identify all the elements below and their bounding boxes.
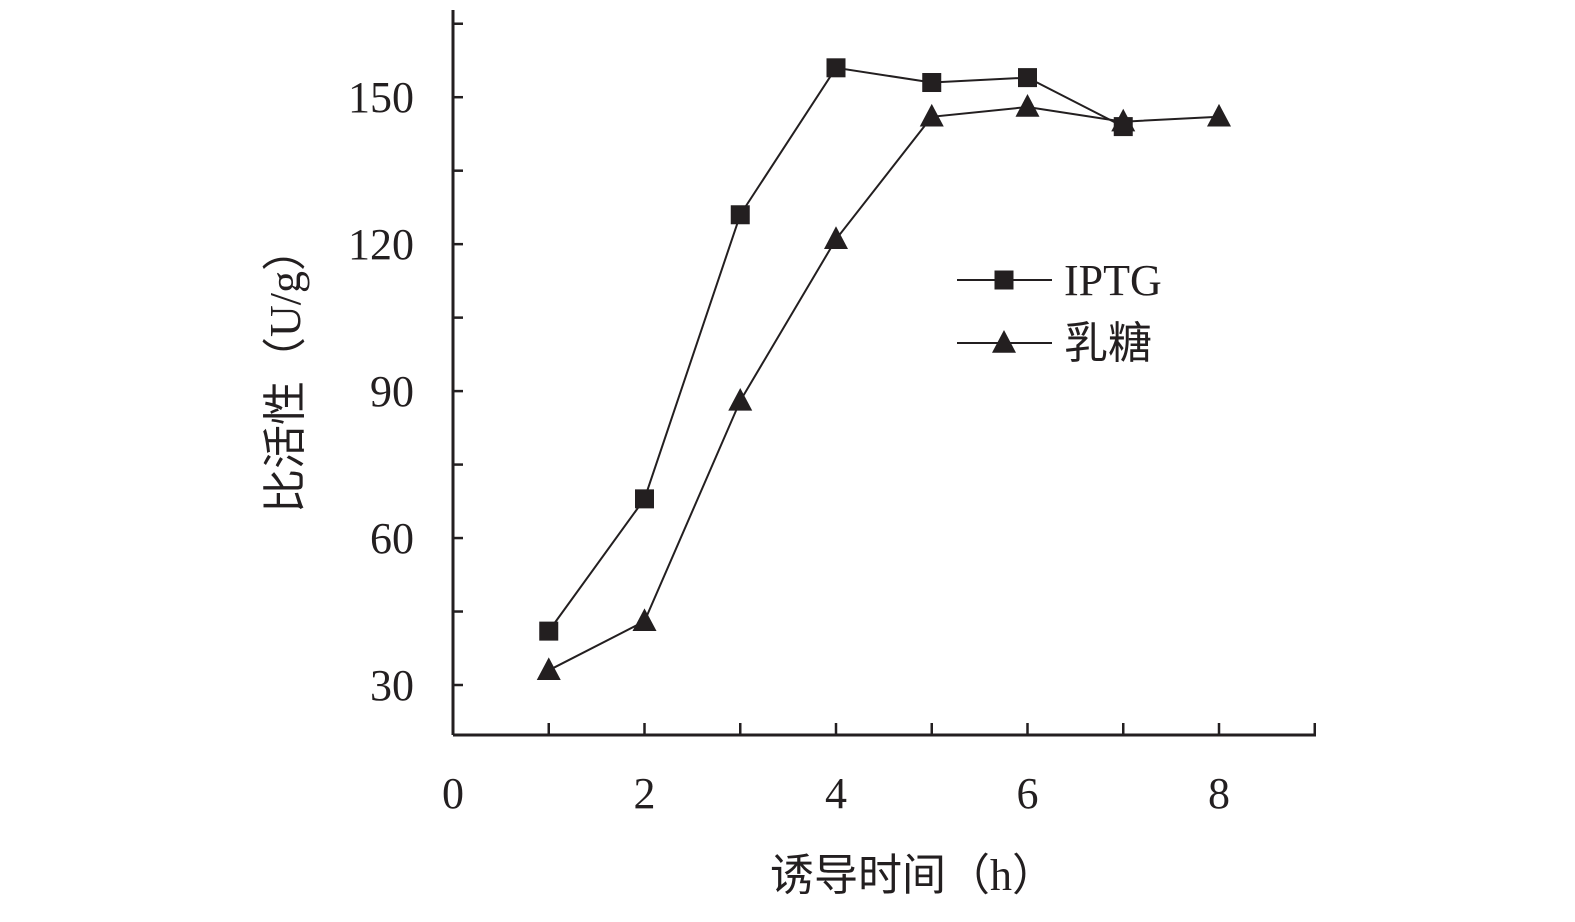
series-layer [536, 58, 1231, 681]
y-tick-label: 150 [348, 73, 414, 122]
data-point-square [1018, 68, 1037, 88]
x-tick-label: 2 [634, 769, 656, 818]
data-point-triangle [919, 103, 944, 127]
ticks: 30 60 90 120 150 0 2 4 6 8 [348, 22, 1316, 818]
x-tick-label: 8 [1208, 769, 1230, 818]
data-point-triangle [824, 226, 848, 249]
data-point-triangle [1015, 94, 1040, 117]
data-point-triangle [728, 387, 753, 411]
legend-marker-square [994, 270, 1014, 290]
data-point-square [539, 621, 559, 641]
data-point-square [826, 58, 846, 78]
y-tick-label: 120 [348, 220, 414, 269]
data-point-square [730, 205, 750, 225]
x-tick-label: 6 [1017, 769, 1039, 818]
series-line [548, 105, 1220, 672]
series-line [547, 66, 1124, 632]
y-tick-label: 30 [370, 661, 414, 710]
data-point-square [635, 489, 654, 509]
legend-item: 乳糖 [957, 319, 1152, 368]
x-axis-title: 诱导时间（h） [770, 851, 1056, 900]
data-point-triangle [1207, 103, 1231, 127]
legend-label: IPTG [1064, 256, 1162, 305]
legend-label: 乳糖 [1064, 319, 1152, 368]
data-point-triangle [536, 657, 561, 681]
x-tick-label: 4 [825, 769, 847, 818]
y-tick-label: 90 [370, 367, 414, 416]
x-tick-label: 0 [442, 769, 464, 818]
legend: IPTG 乳糖 [957, 256, 1162, 368]
legend-item: IPTG [957, 256, 1162, 305]
data-point-triangle [632, 608, 657, 632]
legend-marker-triangle [992, 330, 1016, 353]
data-point-square [922, 73, 942, 93]
data-point-triangle [1111, 108, 1136, 132]
y-tick-label: 60 [370, 514, 414, 563]
series-lactose [536, 94, 1231, 681]
axes [451, 10, 1316, 737]
series-iptg [539, 58, 1133, 641]
y-axis-title: 比活性（U/g） [261, 227, 310, 513]
